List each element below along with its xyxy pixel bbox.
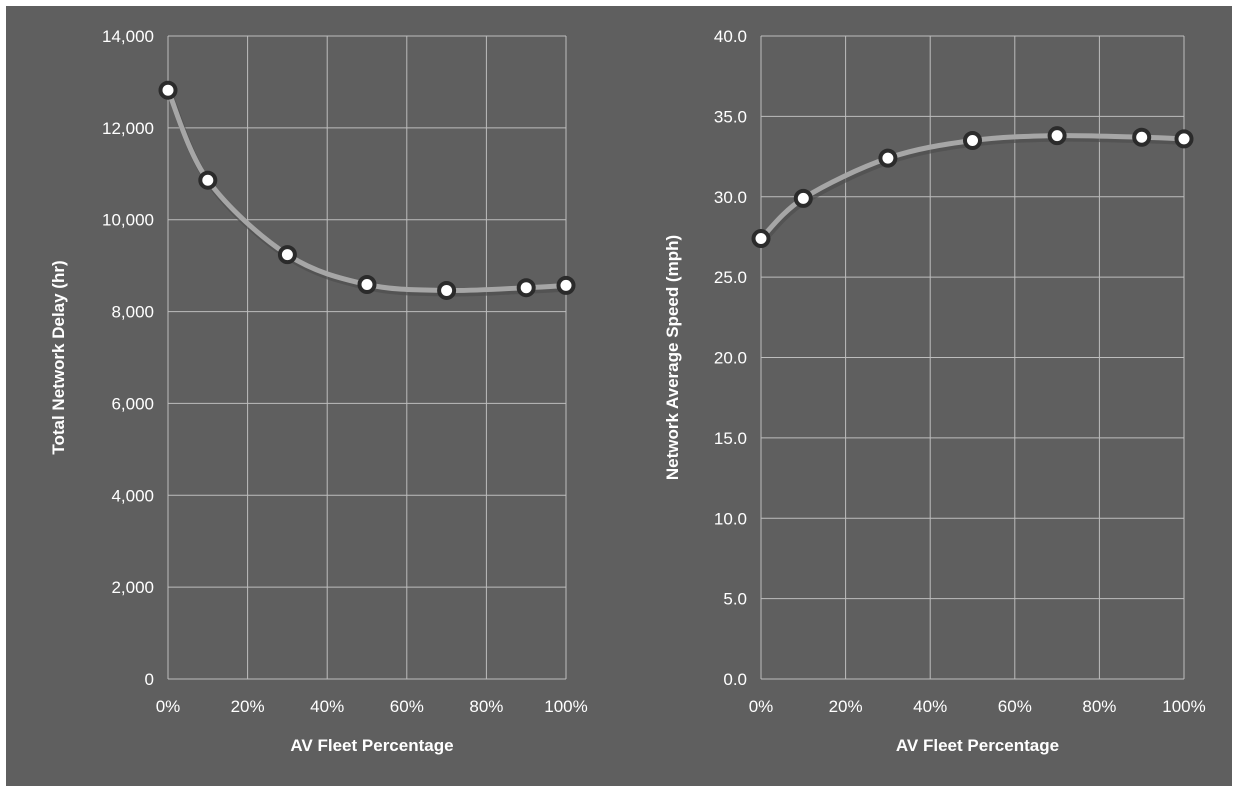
y-tick-label: 15.0 — [714, 429, 747, 448]
y-tick-label: 25.0 — [714, 268, 747, 287]
data-point — [793, 188, 813, 208]
data-point — [751, 229, 771, 249]
series-line-shadow — [759, 135, 1189, 245]
x-tick-label: 40% — [310, 697, 344, 716]
series-line — [758, 133, 1187, 242]
y-axis-title: Total Network Delay (hr) — [49, 260, 68, 454]
y-tick-label: 2,000 — [111, 578, 154, 597]
x-tick-label: 100% — [544, 697, 587, 716]
y-tick-label: 10,000 — [102, 211, 154, 230]
series-line — [165, 87, 569, 294]
data-point — [357, 274, 377, 294]
data-point — [277, 245, 297, 265]
x-axis-title: AV Fleet Percentage — [290, 736, 453, 755]
speed-chart: 0.0 5.0 10.0 15.0 20.0 25.0 30.0 35.0 40.0 0% 20% 4… — [663, 27, 1206, 755]
x-tick-label: 40% — [913, 697, 947, 716]
y-tick-label: 14,000 — [102, 27, 154, 46]
y-tick-label: 35.0 — [714, 107, 747, 126]
data-point — [516, 278, 536, 298]
x-tick-label: 80% — [1082, 697, 1116, 716]
x-tick-label: 80% — [469, 697, 503, 716]
x-tick-label: 100% — [1162, 697, 1205, 716]
y-tick-label: 8,000 — [111, 303, 154, 322]
x-tick-label: 0% — [156, 697, 181, 716]
y-axis-title: Network Average Speed (mph) — [663, 235, 682, 480]
y-tick-label: 30.0 — [714, 188, 747, 207]
y-tick-label: 4,000 — [111, 486, 154, 505]
x-axis-title: AV Fleet Percentage — [896, 736, 1059, 755]
data-point — [198, 170, 218, 190]
data-point — [1174, 129, 1194, 149]
y-tick-label: 6,000 — [111, 394, 154, 413]
data-point — [1047, 126, 1067, 146]
y-tick-label: 12,000 — [102, 119, 154, 138]
chart-canvas: 0 2,000 4,000 6,000 8,000 10,000 12,000 14,000 0… — [6, 6, 1232, 786]
x-tick-label: 60% — [390, 697, 424, 716]
y-tick-label: 0 — [145, 670, 154, 689]
series-line-shadow — [166, 90, 571, 297]
x-tick-label: 20% — [231, 697, 265, 716]
y-tick-label: 20.0 — [714, 349, 747, 368]
delay-chart: 0 2,000 4,000 6,000 8,000 10,000 12,000 14,000 0… — [49, 27, 588, 755]
data-point — [158, 80, 178, 100]
data-point — [963, 130, 982, 150]
charts-svg: 0 2,000 4,000 6,000 8,000 10,000 12,000 14,000 0… — [49, 27, 1206, 755]
x-tick-label: 20% — [829, 697, 863, 716]
data-point — [1132, 127, 1152, 147]
data-point — [556, 275, 576, 295]
data-point — [437, 280, 457, 300]
x-tick-label: 60% — [998, 697, 1032, 716]
y-tick-label: 40.0 — [714, 27, 747, 46]
y-tick-label: 0.0 — [723, 670, 747, 689]
y-tick-label: 5.0 — [723, 590, 747, 609]
data-point — [878, 148, 898, 168]
x-tick-label: 0% — [749, 697, 774, 716]
y-tick-label: 10.0 — [714, 509, 747, 528]
